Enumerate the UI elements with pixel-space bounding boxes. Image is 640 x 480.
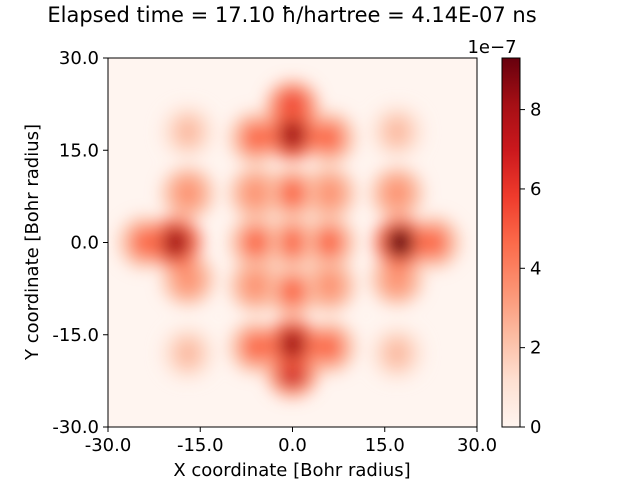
x-tick-label: -30.0 [85, 435, 132, 456]
heatmap-peak [173, 337, 202, 370]
chart-title: Elapsed time = 17.10 ħ/hartree = 4.14E-0… [47, 3, 536, 27]
heatmap-peak [383, 337, 412, 370]
heatmap-peak [173, 263, 202, 296]
colorbar-tick-label: 4 [530, 258, 541, 279]
y-tick-label: 0.0 [70, 233, 99, 254]
heatmap-peak [241, 177, 270, 210]
x-tick-label: -15.0 [177, 435, 224, 456]
colorbar-tick-label: 0 [530, 417, 541, 438]
heatmap-peak [278, 226, 307, 259]
heatmap-peak [278, 327, 307, 360]
heatmap-peak [278, 177, 307, 210]
heatmap-peak [315, 177, 344, 210]
heatmap-plot-area [108, 58, 477, 427]
y-tick-label: 30.0 [59, 48, 99, 69]
heatmap-peak [315, 121, 344, 154]
x-axis-label: X coordinate [Bohr radius] [173, 460, 410, 480]
heatmap-peak [419, 226, 448, 259]
heatmap-peak [173, 115, 202, 148]
y-tick-label: 15.0 [59, 140, 99, 161]
heatmap-peak [315, 226, 344, 259]
heatmap-peak [161, 226, 190, 259]
colorbar-offset-label: 1e−7 [467, 37, 516, 58]
heatmap-peak [383, 263, 412, 296]
y-tick-label: -30.0 [52, 417, 99, 438]
heatmap-peak [383, 115, 412, 148]
heatmap-peak [241, 331, 270, 364]
heatmap-peak [241, 269, 270, 302]
heatmap-peak [278, 275, 307, 308]
heatmap-peak [383, 177, 412, 210]
x-axis: -30.0 -15.0 0.0 15.0 30.0 [85, 427, 497, 456]
colorbar-axis: 0 2 4 6 8 [520, 100, 541, 438]
x-tick-label: 0.0 [278, 435, 307, 456]
heatmap-peak [241, 121, 270, 154]
heatmap-peak [173, 177, 202, 210]
x-tick-label: 30.0 [457, 435, 497, 456]
heatmap-peak [241, 226, 270, 259]
colorbar [501, 57, 521, 428]
colorbar-tick-label: 8 [530, 100, 541, 121]
y-axis: -30.0 -15.0 0.0 15.0 30.0 [52, 48, 108, 438]
y-tick-label: -15.0 [52, 325, 99, 346]
colorbar-tick-label: 2 [530, 338, 541, 359]
colorbar-tick-label: 6 [530, 179, 541, 200]
heatmap-peak [278, 118, 307, 151]
heatmap-peak [315, 331, 344, 364]
y-axis-label: Y coordinate [Bohr radius] [22, 124, 43, 361]
heatmap-peak [386, 226, 415, 259]
heatmap-peak [315, 269, 344, 302]
x-tick-label: 15.0 [365, 435, 405, 456]
